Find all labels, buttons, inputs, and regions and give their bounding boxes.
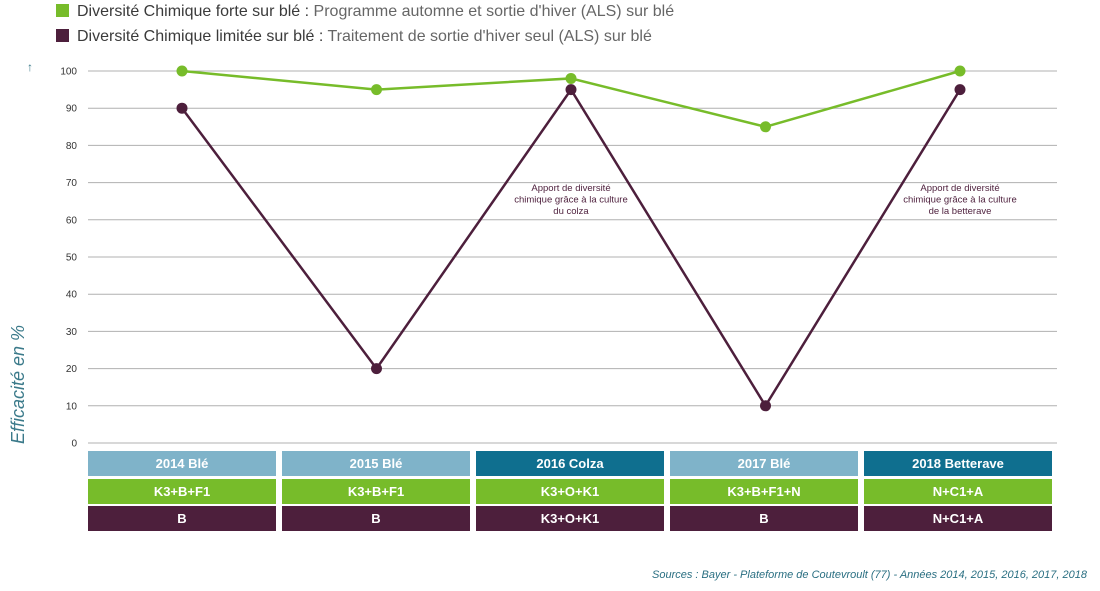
- data-point: [176, 65, 188, 77]
- table-cell-year: 2014 Blé: [88, 451, 276, 476]
- data-point: [371, 84, 382, 96]
- data-point: [176, 102, 188, 114]
- legend-item-limitee: Diversité Chimique limitée sur blé : Tra…: [56, 27, 652, 47]
- legend-item-forte: Diversité Chimique forte sur blé : Progr…: [56, 2, 674, 22]
- data-point: [760, 400, 771, 412]
- table-cell-forte: K3+O+K1: [476, 479, 664, 504]
- table-cell-forte: K3+B+F1: [282, 479, 470, 504]
- data-point: [371, 363, 382, 375]
- y-tick-label: 0: [71, 439, 77, 450]
- source-note: Sources : Bayer - Plateforme de Coutevro…: [652, 569, 1087, 581]
- line-chart: 0 10 20 30 40 50 60 70 80 90 100 Apport de diversit…: [60, 65, 1057, 450]
- table-cell-limitee: K3+O+K1: [476, 506, 664, 531]
- annotation-line: Apport de diversité: [920, 183, 999, 194]
- table-row-years: 2014 Blé 2015 Blé 2016 Colza 2017 Blé 2018 B…: [88, 451, 1058, 476]
- annotation-line: chimique grâce à la culture: [514, 195, 628, 206]
- data-point: [954, 84, 966, 96]
- table-row-forte: K3+B+F1 K3+B+F1 K3+O+K1 K3+B+F1+N N+C1+A: [88, 479, 1058, 504]
- y-tick-label: 70: [66, 178, 78, 189]
- y-tick-label: 60: [66, 215, 78, 226]
- table-cell-limitee: B: [282, 506, 470, 531]
- table-cell-year: 2016 Colza: [476, 451, 664, 476]
- y-tick-label: 20: [66, 364, 78, 375]
- table-cell-year: 2015 Blé: [282, 451, 470, 476]
- table-cell-forte: K3+B+F1: [88, 479, 276, 504]
- y-tick-label: 50: [66, 253, 78, 264]
- data-point: [954, 65, 966, 77]
- annotation-line: du colza: [553, 206, 589, 217]
- data-point: [565, 72, 577, 84]
- table-cell-limitee: B: [670, 506, 858, 531]
- legend-bold-text: Diversité Chimique limitée sur blé :: [77, 28, 324, 45]
- legend-swatch-purple: [56, 29, 69, 42]
- table-cell-limitee: N+C1+A: [864, 506, 1052, 531]
- y-tick-label: 10: [66, 401, 78, 412]
- y-tick-label: 80: [66, 141, 78, 152]
- annotation: Apport de diversité chimique grâce à la c…: [903, 183, 1017, 217]
- table-cell-forte: N+C1+A: [864, 479, 1052, 504]
- legend-bold-text: Diversité Chimique forte sur blé :: [77, 3, 310, 20]
- data-point: [760, 121, 771, 133]
- y-tick-label: 40: [66, 290, 78, 301]
- legend-text: Traitement de sortie d'hiver seul (ALS) …: [327, 28, 652, 45]
- series-line-2: [180, 87, 962, 409]
- y-axis-arrow-icon: ↑: [27, 60, 33, 74]
- legend-text: Programme automne et sortie d'hiver (ALS…: [313, 3, 675, 20]
- table-cell-year: 2018 Betterave: [864, 451, 1052, 476]
- data-point: [565, 84, 577, 96]
- annotation: Apport de diversité chimique grâce à la c…: [514, 183, 628, 217]
- legend-swatch-green: [56, 4, 69, 17]
- annotation-line: de la betterave: [929, 206, 992, 217]
- annotation-line: chimique grâce à la culture: [903, 195, 1017, 206]
- table-cell-year: 2017 Blé: [670, 451, 858, 476]
- table-cell-limitee: B: [88, 506, 276, 531]
- table-cell-forte: K3+B+F1+N: [670, 479, 858, 504]
- annotation-line: Apport de diversité: [531, 183, 610, 194]
- y-tick-label: 100: [60, 67, 77, 78]
- table-row-limitee: B B K3+O+K1 B N+C1+A: [88, 506, 1058, 531]
- y-tick-label: 90: [66, 104, 78, 115]
- y-tick-label: 30: [66, 327, 78, 338]
